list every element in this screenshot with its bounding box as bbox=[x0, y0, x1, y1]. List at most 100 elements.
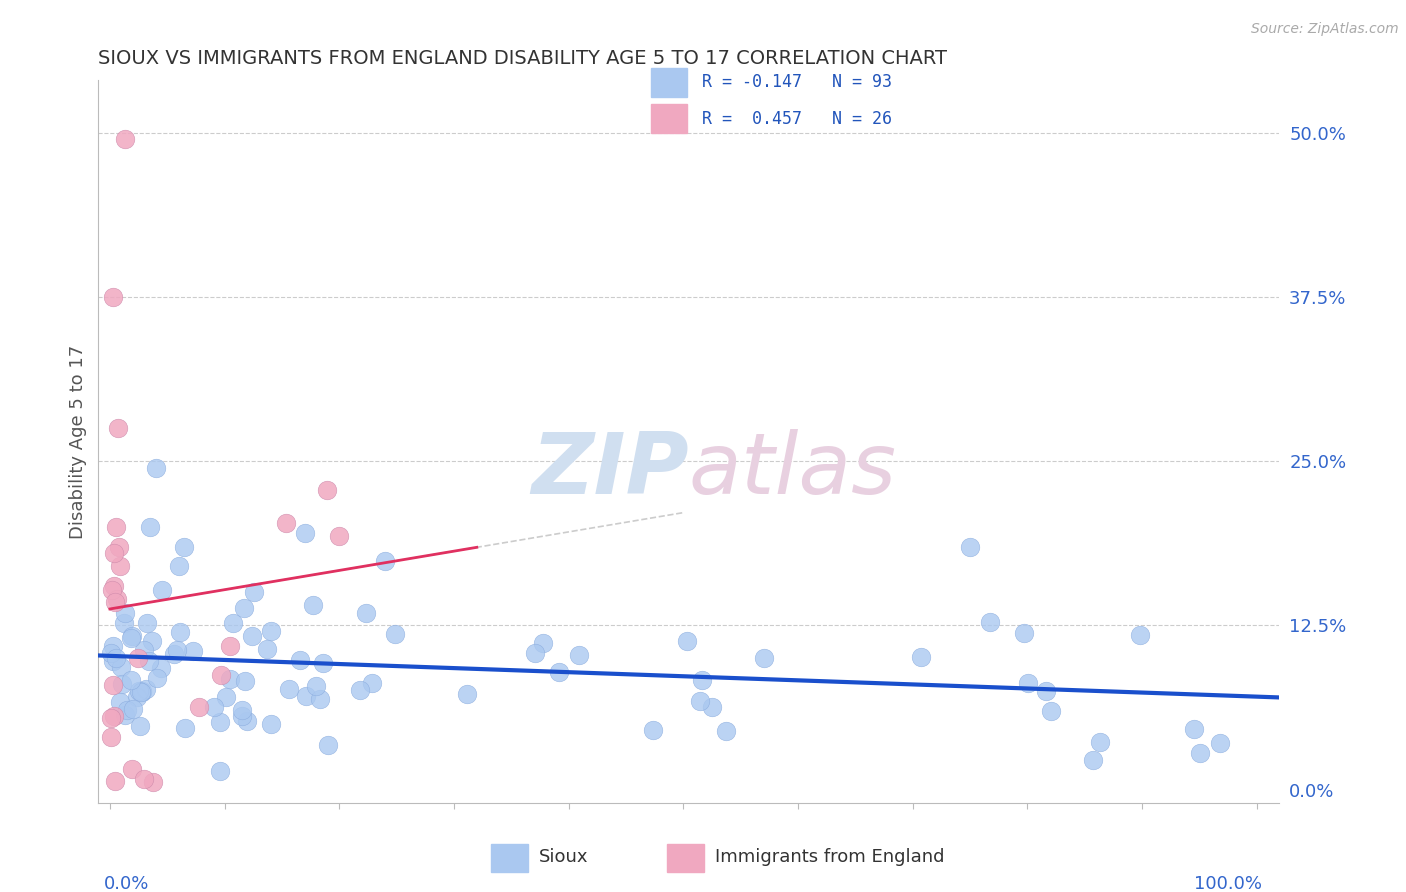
Point bbox=[305, 679, 328, 693]
Point bbox=[219, 672, 242, 686]
Point bbox=[169, 624, 191, 639]
Point bbox=[295, 690, 318, 704]
Point bbox=[243, 585, 266, 599]
Point bbox=[162, 648, 184, 662]
Point bbox=[135, 615, 157, 630]
Point bbox=[221, 616, 243, 631]
Point bbox=[150, 583, 173, 598]
Point bbox=[101, 678, 124, 692]
Point bbox=[173, 540, 195, 554]
Point bbox=[108, 540, 131, 554]
Point bbox=[101, 582, 124, 597]
Point bbox=[256, 642, 278, 657]
Text: Immigrants from England: Immigrants from England bbox=[716, 848, 945, 866]
Point bbox=[1209, 736, 1232, 750]
Bar bbox=[651, 68, 688, 96]
Point bbox=[129, 684, 152, 698]
Text: R = -0.147   N = 93: R = -0.147 N = 93 bbox=[702, 73, 891, 91]
Point bbox=[100, 711, 122, 725]
Point bbox=[139, 520, 162, 534]
Y-axis label: Disability Age 5 to 17: Disability Age 5 to 17 bbox=[69, 344, 87, 539]
Point bbox=[146, 671, 169, 685]
Point bbox=[456, 687, 478, 701]
Point bbox=[209, 764, 232, 778]
Point bbox=[302, 598, 325, 612]
Point bbox=[115, 703, 138, 717]
Point bbox=[218, 639, 240, 653]
Point bbox=[1081, 753, 1104, 767]
Point bbox=[134, 772, 156, 786]
Point bbox=[1182, 723, 1205, 737]
Text: ZIP: ZIP bbox=[531, 429, 689, 512]
Point bbox=[260, 717, 283, 731]
Point bbox=[349, 682, 371, 697]
Point bbox=[120, 631, 142, 645]
Text: Source: ZipAtlas.com: Source: ZipAtlas.com bbox=[1251, 22, 1399, 37]
Point bbox=[100, 731, 122, 745]
Point bbox=[568, 648, 591, 662]
Point bbox=[316, 738, 339, 752]
Point bbox=[128, 684, 150, 698]
Point bbox=[233, 601, 256, 615]
Point bbox=[1035, 684, 1057, 698]
Point bbox=[215, 690, 238, 704]
Point bbox=[103, 579, 125, 593]
Point bbox=[233, 674, 256, 689]
Point bbox=[141, 633, 163, 648]
Point bbox=[128, 719, 150, 733]
Point bbox=[1188, 746, 1211, 760]
Point bbox=[236, 714, 259, 728]
Point bbox=[309, 691, 332, 706]
Point bbox=[112, 615, 135, 630]
Point bbox=[1012, 626, 1035, 640]
Point bbox=[107, 421, 129, 435]
Point bbox=[208, 714, 231, 729]
Point bbox=[316, 483, 339, 497]
Bar bbox=[491, 845, 529, 872]
Point bbox=[700, 699, 723, 714]
Point bbox=[689, 694, 711, 708]
Point bbox=[149, 661, 172, 675]
Text: atlas: atlas bbox=[689, 429, 897, 512]
Text: Sioux: Sioux bbox=[538, 848, 588, 866]
Point bbox=[166, 643, 188, 657]
Point bbox=[1017, 675, 1039, 690]
Point bbox=[103, 290, 125, 304]
Point bbox=[692, 673, 714, 688]
Point bbox=[260, 624, 283, 638]
Text: R =  0.457   N = 26: R = 0.457 N = 26 bbox=[702, 110, 891, 128]
Point bbox=[1039, 705, 1062, 719]
Point bbox=[132, 642, 155, 657]
Point bbox=[202, 700, 225, 714]
Point bbox=[131, 683, 153, 698]
Point bbox=[231, 703, 253, 717]
Point bbox=[101, 639, 124, 653]
Point bbox=[1088, 735, 1111, 749]
Point bbox=[145, 460, 167, 475]
Point bbox=[548, 665, 571, 679]
Point bbox=[127, 651, 149, 665]
Bar bbox=[651, 104, 688, 133]
Point bbox=[374, 554, 396, 568]
Point bbox=[122, 702, 145, 716]
Point bbox=[274, 516, 297, 530]
Point bbox=[108, 559, 131, 574]
Point bbox=[131, 685, 153, 699]
Point bbox=[138, 654, 160, 668]
Point bbox=[104, 773, 127, 788]
Point bbox=[114, 606, 136, 620]
Point bbox=[752, 651, 775, 665]
Point bbox=[360, 676, 382, 690]
Point bbox=[328, 529, 350, 543]
Point bbox=[173, 721, 195, 735]
Point bbox=[240, 629, 263, 643]
Point bbox=[111, 676, 134, 690]
Point bbox=[103, 546, 125, 560]
Point bbox=[641, 723, 664, 737]
Point bbox=[103, 654, 125, 668]
Text: 0.0%: 0.0% bbox=[104, 875, 149, 892]
Point bbox=[188, 700, 211, 714]
Point bbox=[959, 540, 981, 554]
Point bbox=[110, 659, 132, 673]
Bar bbox=[666, 845, 704, 872]
